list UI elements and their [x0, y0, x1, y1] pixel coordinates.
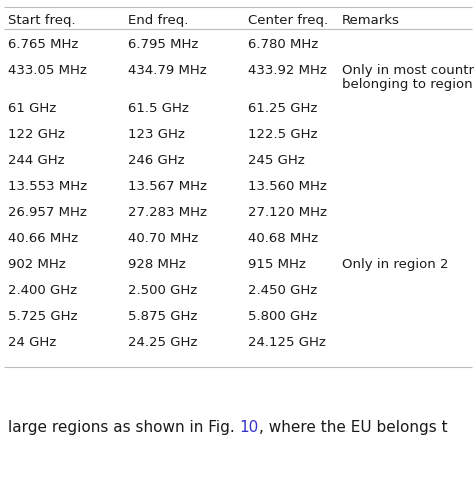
Text: 6.780 MHz: 6.780 MHz — [248, 38, 318, 51]
Text: 122 GHz: 122 GHz — [8, 128, 65, 141]
Text: Only in most countries: Only in most countries — [342, 64, 474, 77]
Text: 13.560 MHz: 13.560 MHz — [248, 180, 327, 193]
Text: 5.875 GHz: 5.875 GHz — [128, 309, 197, 323]
Text: Only in region 2: Only in region 2 — [342, 258, 448, 270]
Text: 5.725 GHz: 5.725 GHz — [8, 309, 78, 323]
Text: 928 MHz: 928 MHz — [128, 258, 186, 270]
Text: 40.68 MHz: 40.68 MHz — [248, 231, 318, 244]
Text: 433.92 MHz: 433.92 MHz — [248, 64, 327, 77]
Text: 61.25 GHz: 61.25 GHz — [248, 102, 318, 115]
Text: 13.567 MHz: 13.567 MHz — [128, 180, 207, 193]
Text: 40.66 MHz: 40.66 MHz — [8, 231, 78, 244]
Text: 2.500 GHz: 2.500 GHz — [128, 284, 197, 296]
Text: 5.800 GHz: 5.800 GHz — [248, 309, 317, 323]
Text: 13.553 MHz: 13.553 MHz — [8, 180, 87, 193]
Text: 122.5 GHz: 122.5 GHz — [248, 128, 318, 141]
Text: 246 GHz: 246 GHz — [128, 154, 185, 167]
Text: 40.70 MHz: 40.70 MHz — [128, 231, 198, 244]
Text: 27.120 MHz: 27.120 MHz — [248, 205, 327, 219]
Text: End freq.: End freq. — [128, 14, 188, 27]
Text: 123 GHz: 123 GHz — [128, 128, 185, 141]
Text: Remarks: Remarks — [342, 14, 400, 27]
Text: 27.283 MHz: 27.283 MHz — [128, 205, 207, 219]
Text: 902 MHz: 902 MHz — [8, 258, 66, 270]
Text: Center freq.: Center freq. — [248, 14, 328, 27]
Text: large regions as shown in Fig.: large regions as shown in Fig. — [8, 419, 240, 434]
Text: belonging to region 1: belonging to region 1 — [342, 78, 474, 91]
Text: 244 GHz: 244 GHz — [8, 154, 64, 167]
Text: 2.450 GHz: 2.450 GHz — [248, 284, 317, 296]
Text: 245 GHz: 245 GHz — [248, 154, 305, 167]
Text: 2.400 GHz: 2.400 GHz — [8, 284, 77, 296]
Text: 24.125 GHz: 24.125 GHz — [248, 335, 326, 348]
Text: 434.79 MHz: 434.79 MHz — [128, 64, 207, 77]
Text: , where the EU belongs t: , where the EU belongs t — [259, 419, 447, 434]
Text: 6.765 MHz: 6.765 MHz — [8, 38, 78, 51]
Text: 915 MHz: 915 MHz — [248, 258, 306, 270]
Text: 6.795 MHz: 6.795 MHz — [128, 38, 199, 51]
Text: 24 GHz: 24 GHz — [8, 335, 56, 348]
Text: Start freq.: Start freq. — [8, 14, 76, 27]
Text: 61.5 GHz: 61.5 GHz — [128, 102, 189, 115]
Text: 24.25 GHz: 24.25 GHz — [128, 335, 197, 348]
Text: 26.957 MHz: 26.957 MHz — [8, 205, 87, 219]
Text: 61 GHz: 61 GHz — [8, 102, 56, 115]
Text: 433.05 MHz: 433.05 MHz — [8, 64, 87, 77]
Text: 10: 10 — [240, 419, 259, 434]
